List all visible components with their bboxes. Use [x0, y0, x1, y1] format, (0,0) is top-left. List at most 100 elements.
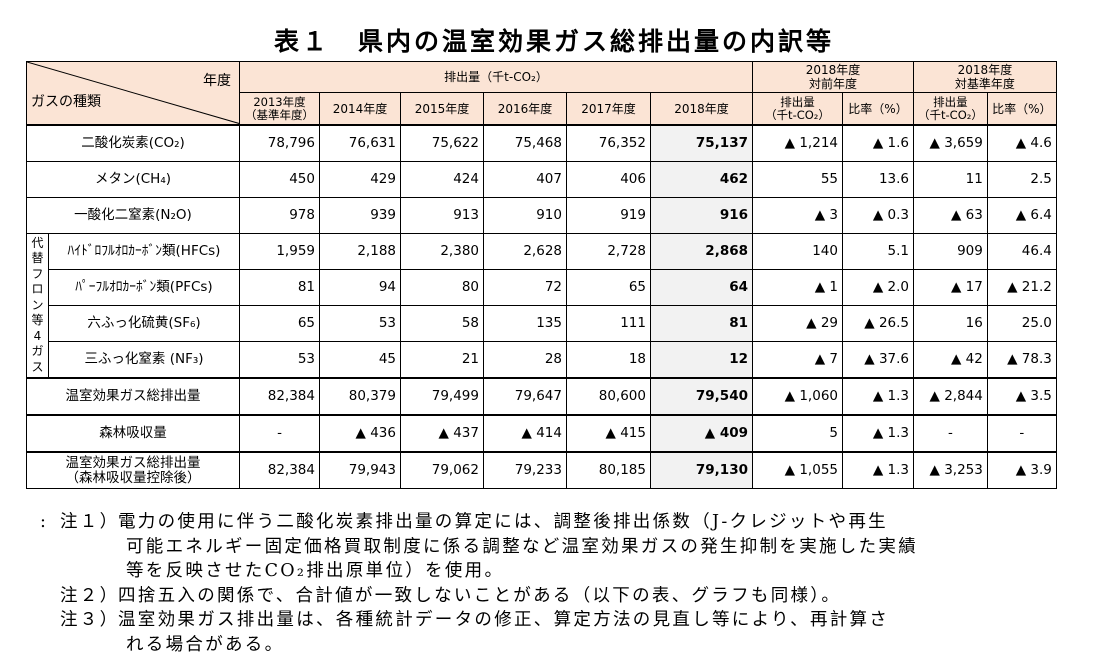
table-row-forest: 森林吸収量 - ▲ 436 ▲ 437 ▲ 414 ▲ 415 ▲ 409 5 …: [26, 414, 1057, 453]
value-cell: 53: [319, 305, 401, 342]
gas-name-cell: 六ふっ化硫黄(SF₆): [48, 305, 240, 342]
value-cell: 76,352: [566, 124, 651, 162]
group-label-char: ス: [31, 359, 44, 374]
gas-name-cell: 三ふっ化窒素 (NF₃): [48, 341, 240, 379]
note-2: 注２） 四捨五入の関係で、合計値が一致しないことがある（以下の表、グラフも同様）…: [40, 584, 1100, 609]
prev-ratio-cell: ▲ 37.6: [842, 341, 914, 379]
value-cell: ▲ 415: [566, 414, 651, 453]
base-amount-line2: （千t-CO₂）: [918, 107, 983, 122]
vs-base-line2: 対基準年度: [954, 77, 1015, 91]
base-amount-cell: 16: [913, 305, 988, 342]
prev-amount-cell: ▲ 1,055: [752, 451, 843, 489]
year-header-2017: 2017年度: [566, 92, 651, 126]
prev-amount-cell: 55: [752, 161, 843, 198]
value-cell: 80,600: [566, 377, 651, 416]
value-cell: 58: [400, 305, 484, 342]
value-cell: 939: [319, 197, 401, 234]
group-label-char: 4: [33, 328, 42, 343]
base-ratio-cell: 46.4: [986, 233, 1057, 270]
value-cell: 450: [239, 161, 320, 198]
year-header-2014: 2014年度: [319, 92, 401, 126]
emissions-table: 年度 ガスの種類 排出量（千t-CO₂） 2018年度 対前年度 2018年度 …: [26, 61, 1057, 489]
value-cell: -: [239, 414, 320, 453]
table-title: 表１ 県内の温室効果ガス総排出量の内訳等: [273, 27, 834, 56]
base-amount-cell: ▲ 3,659: [913, 124, 988, 162]
value-cell: 135: [483, 305, 567, 342]
value-cell: 79,233: [483, 451, 567, 489]
value-cell: 80,185: [566, 451, 651, 489]
gas-name-cell: 温室効果ガス総排出量 （森林吸収量控除後）: [26, 451, 240, 489]
value-cell: 913: [400, 197, 484, 234]
note-label: 注１）: [60, 512, 120, 532]
prev-amount-cell: ▲ 7: [752, 341, 843, 379]
value-cell: 28: [483, 341, 567, 379]
base-amount-header: 排出量 （千t-CO₂）: [913, 92, 988, 126]
value-cell: 80,379: [319, 377, 401, 416]
base-amount-line1: 排出量: [933, 94, 968, 109]
value-cell-2018: 75,137: [650, 124, 753, 162]
group-label-char: ロ: [31, 282, 44, 297]
value-cell: 79,062: [400, 451, 484, 489]
gas-name-cell: 温室効果ガス総排出量: [26, 377, 240, 416]
corner-header-cell: 年度 ガスの種類: [26, 61, 240, 126]
year-header-2013: 2013年度 （基準年度）: [239, 92, 320, 126]
notes-section: : 注１） 電力の使用に伴う二酸化炭素排出量の算定には、調整後排出係数（J-クレ…: [40, 510, 1100, 657]
gas-name-cell: 森林吸収量: [26, 414, 240, 453]
value-cell: ▲ 414: [483, 414, 567, 453]
base-ratio-cell: 2.5: [986, 161, 1057, 198]
value-cell: 424: [400, 161, 484, 198]
table-row: 六ふっ化硫黄(SF₆) 65 53 58 135 111 81 ▲ 29 ▲ 2…: [27, 305, 1057, 342]
value-cell: 72: [483, 269, 567, 306]
value-cell: 75,468: [483, 124, 567, 162]
gas-name-cell: ﾊｲﾄﾞﾛﾌﾙｵﾛｶｰﾎﾞﾝ類(HFCs): [48, 233, 240, 270]
prev-ratio-cell: ▲ 1.6: [842, 124, 914, 162]
prev-amount-cell: ▲ 3: [752, 197, 843, 234]
value-cell: 78,796: [239, 124, 320, 162]
table-row: 代 替 フ ロ ン 等 4 ガ ス ﾊｲﾄﾞﾛﾌﾙｵﾛｶｰﾎﾞﾝ類(HFCs) …: [26, 233, 1057, 379]
base-year-note: （基準年度）: [245, 107, 314, 122]
prev-ratio-cell: ▲ 2.0: [842, 269, 914, 306]
group-label-char: フ: [31, 266, 44, 281]
gas-name-cell: メタン(CH₄): [26, 161, 240, 198]
note-3: 注３） 温室効果ガス排出量は、各種統計データの修正、算定方法の見直し等により、再…: [40, 608, 1100, 657]
emissions-group-header: 排出量（千t-CO₂）: [239, 61, 753, 93]
value-cell: ▲ 436: [319, 414, 401, 453]
prev-amount-cell: 140: [752, 233, 843, 270]
base-amount-cell: 11: [913, 161, 988, 198]
value-cell: 978: [239, 197, 320, 234]
value-cell: 2,380: [400, 233, 484, 270]
prev-amount-line1: 排出量: [780, 94, 815, 109]
table-row: ﾊﾟｰﾌﾙｵﾛｶｰﾎﾞﾝ類(PFCs) 81 94 80 72 65 64 ▲ …: [27, 269, 1057, 306]
year-header-2015: 2015年度: [400, 92, 484, 126]
prev-amount-cell: ▲ 1,214: [752, 124, 843, 162]
value-cell: 94: [319, 269, 401, 306]
prev-amount-line2: （千t-CO₂）: [765, 107, 830, 122]
base-ratio-cell: ▲ 21.2: [986, 269, 1057, 306]
base-ratio-cell: ▲ 3.5: [986, 377, 1057, 416]
prev-ratio-cell: 5.1: [842, 233, 914, 270]
note-line: 四捨五入の関係で、合計値が一致しないことがある（以下の表、グラフも同様）。: [118, 585, 842, 606]
value-cell: 82,384: [239, 451, 320, 489]
value-cell: 2,628: [483, 233, 567, 270]
group-label-char: 替: [31, 251, 44, 266]
base-amount-cell: ▲ 3,253: [913, 451, 988, 489]
value-cell: 81: [239, 269, 320, 306]
prev-ratio-cell: ▲ 1.3: [842, 414, 914, 453]
base-ratio-cell: -: [986, 414, 1057, 453]
value-cell: 75,622: [400, 124, 484, 162]
vs-prev-line1: 2018年度: [805, 63, 861, 77]
group-label-char: ン: [31, 297, 44, 312]
year-2013-label: 2013年度: [253, 94, 306, 109]
value-cell: 79,943: [319, 451, 401, 489]
base-amount-cell: ▲ 17: [913, 269, 988, 306]
note-label: 注３）: [60, 610, 120, 630]
base-amount-cell: ▲ 42: [913, 341, 988, 379]
value-cell: 407: [483, 161, 567, 198]
value-cell-2018: 462: [650, 161, 753, 198]
value-cell: 53: [239, 341, 320, 379]
base-amount-cell: 909: [913, 233, 988, 270]
table-row: 二酸化炭素(CO₂) 78,796 76,631 75,622 75,468 7…: [26, 124, 1057, 162]
value-cell-2018: 64: [650, 269, 753, 306]
value-cell-2018: 916: [650, 197, 753, 234]
note-line: 温室効果ガス排出量は、各種統計データの修正、算定方法の見直し等により、再計算さ: [118, 610, 890, 630]
